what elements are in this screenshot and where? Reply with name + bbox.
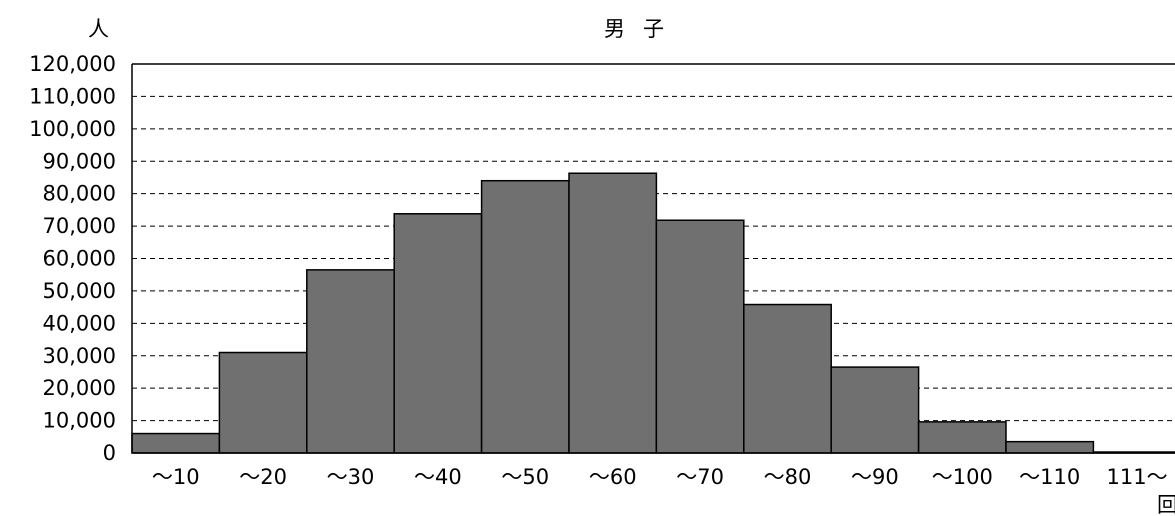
y-axis-unit-label: 人 — [88, 17, 109, 41]
y-tick-label: 10,000 — [43, 409, 116, 433]
y-tick-label: 70,000 — [43, 214, 116, 238]
y-tick-labels: 0 10,000 20,000 30,000 40,000 50,000 60,000 70,… — [29, 52, 116, 465]
bar-3 — [306, 269, 395, 454]
bar-9 — [830, 366, 920, 454]
y-tick-label: 80,000 — [43, 182, 116, 206]
bars — [131, 172, 1175, 454]
bar-5 — [480, 179, 570, 454]
x-tick-label: ～80 — [764, 465, 812, 489]
x-axis-unit-label: 回 — [1157, 493, 1175, 516]
y-tick-label: 90,000 — [43, 149, 116, 173]
y-tick-label: 110,000 — [29, 84, 116, 108]
y-tick-label: 120,000 — [29, 52, 116, 76]
bar-7 — [655, 219, 745, 454]
x-tick-label: ～70 — [676, 465, 724, 489]
y-tick-label: 0 — [103, 441, 116, 465]
bar-2 — [218, 351, 308, 454]
plot-frame — [131, 63, 1175, 454]
bar-11 — [1005, 440, 1095, 454]
x-tick-label: ～40 — [414, 465, 462, 489]
x-tick-label: ～60 — [589, 465, 637, 489]
bar-8 — [743, 303, 832, 454]
x-tick-label: ～50 — [501, 465, 549, 489]
x-tick-label: 111～ — [1107, 465, 1168, 489]
x-tick-label: ～20 — [239, 465, 287, 489]
x-tick-label: ～100 — [932, 465, 993, 489]
chart-title: 男子 — [604, 17, 682, 41]
y-tick-label: 40,000 — [43, 311, 116, 335]
x-tick-label: ～30 — [327, 465, 375, 489]
y-tick-label: 50,000 — [43, 279, 116, 303]
bar-10 — [917, 421, 1007, 454]
y-tick-label: 20,000 — [43, 376, 116, 400]
y-tick-label: 60,000 — [43, 247, 116, 271]
x-tick-label: ～10 — [152, 465, 200, 489]
x-tick-label: ～90 — [851, 465, 899, 489]
x-tick-labels: ～10 ～20 ～30 ～40 ～50 ～60 ～70 ～80 ～90 ～100 ～110 111～ — [152, 465, 1168, 489]
bar-1 — [131, 432, 221, 454]
x-tick-label: ～110 — [1019, 465, 1080, 489]
bar-4 — [393, 213, 483, 454]
y-tick-label: 30,000 — [43, 344, 116, 368]
bar-6 — [568, 172, 658, 454]
y-tick-label: 100,000 — [29, 117, 116, 141]
